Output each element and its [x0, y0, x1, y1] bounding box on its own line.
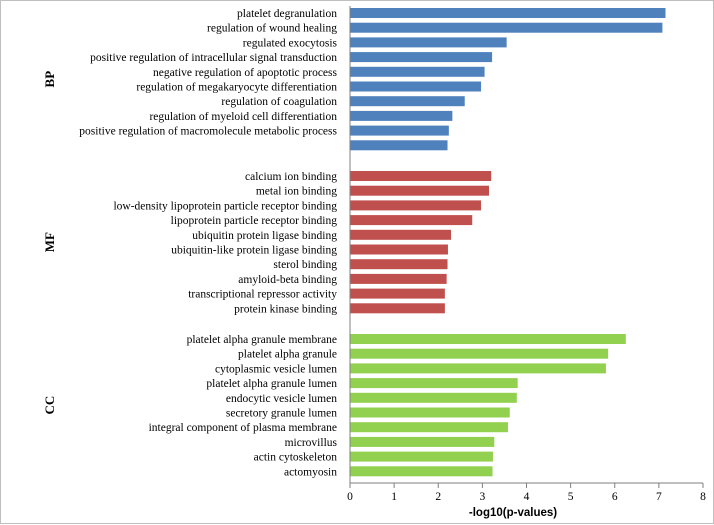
category-label-bp-0: platelet degranulation: [237, 8, 337, 20]
category-label-bp-3: positive regulation of intracellular sig…: [90, 52, 337, 64]
category-label-mf-4: ubiquitin protein ligase binding: [192, 230, 337, 242]
category-label-mf-2: low-density lipoprotein particle recepto…: [113, 200, 337, 212]
bar-mf-5: [350, 244, 448, 255]
bar-cc-4: [350, 392, 517, 403]
x-tick-label-6: 6: [612, 491, 618, 503]
category-label-bp-5: regulation of megakaryocyte differentiat…: [136, 82, 337, 94]
bar-mf-6: [350, 259, 448, 270]
bar-cc-2: [350, 363, 606, 374]
x-tick-label-8: 8: [700, 491, 706, 503]
bar-cc-8: [350, 451, 493, 462]
bar-mf-9: [350, 303, 445, 314]
category-label-mf-8: transcriptional repressor activity: [188, 289, 337, 301]
category-label-cc-4: endocytic vesicle lumen: [226, 393, 337, 405]
bar-mf-4: [350, 229, 452, 240]
bar-bp-8: [350, 125, 449, 136]
bar-cc-0: [350, 334, 626, 344]
bar-mf-8: [350, 288, 445, 299]
bar-mf-3: [350, 215, 473, 226]
bar-cc-3: [350, 378, 518, 389]
bar-bp-9: [350, 140, 448, 151]
x-tick-label-0: 0: [347, 491, 353, 503]
category-label-mf-0: calcium ion binding: [245, 171, 337, 183]
x-tick-label-3: 3: [480, 491, 486, 503]
category-label-bp-7: regulation of myeloid cell differentiati…: [149, 111, 337, 123]
category-label-cc-6: integral component of plasma membrane: [149, 422, 337, 434]
category-label-cc-9: actomyosin: [284, 466, 337, 478]
category-label-bp-8: positive regulation of macromolecule met…: [79, 126, 337, 138]
x-tick-label-2: 2: [435, 491, 441, 503]
bar-cc-6: [350, 422, 508, 433]
category-label-bp-4: negative regulation of apoptotic process: [153, 67, 337, 79]
group-labels-layer: BP MF CC: [42, 71, 57, 415]
group-label-bp: BP: [42, 71, 57, 88]
category-label-cc-1: platelet alpha granule: [238, 349, 337, 361]
category-label-mf-3: lipoprotein particle receptor binding: [171, 215, 338, 227]
x-tick-label-4: 4: [524, 491, 530, 503]
category-label-cc-8: actin cytoskeleton: [254, 452, 338, 464]
bar-mf-0: [350, 171, 492, 181]
bar-bp-1: [350, 22, 663, 33]
bar-bp-5: [350, 81, 482, 92]
category-label-cc-3: platelet alpha granule lumen: [206, 378, 337, 390]
group-label-mf: MF: [42, 232, 57, 252]
category-label-mf-9: protein kinase binding: [234, 303, 337, 315]
category-label-cc-7: microvillus: [285, 437, 338, 449]
category-label-mf-7: amyloid-beta binding: [238, 274, 337, 286]
bar-bp-2: [350, 37, 507, 48]
bar-bp-7: [350, 110, 453, 121]
x-tick-label-7: 7: [656, 491, 662, 503]
x-tick-label-5: 5: [568, 491, 574, 503]
bar-cc-1: [350, 348, 609, 359]
category-label-bp-6: regulation of coagulation: [221, 96, 337, 108]
category-label-bp-1: regulation of wound healing: [207, 23, 337, 35]
bar-mf-2: [350, 200, 482, 211]
category-label-bp-2: regulated exocytosis: [243, 37, 338, 49]
bar-cc-5: [350, 407, 510, 418]
bar-cc-7: [350, 436, 495, 447]
x-axis: 0 1 2 3 4 5 6 7 8: [347, 6, 706, 503]
bar-mf-1: [350, 185, 489, 196]
category-label-cc-2: cytoplasmic vesicle lumen: [215, 363, 337, 375]
category-label-mf-5: ubiquitin-like protein ligase binding: [171, 245, 337, 257]
bar-bp-3: [350, 52, 493, 63]
x-axis-title: -log10(p-values): [469, 507, 557, 519]
bar-bp-6: [350, 96, 465, 107]
bar-cc-9: [350, 466, 493, 477]
group-label-cc: CC: [42, 396, 57, 415]
category-labels-layer: platelet degranulation regulation of woun…: [79, 8, 337, 478]
category-label-cc-0: platelet alpha granule membrane: [187, 334, 337, 346]
category-label-cc-5: secretory granule lumen: [226, 408, 337, 420]
bars-layer: [350, 8, 666, 477]
x-tick-label-1: 1: [391, 491, 397, 503]
bar-mf-7: [350, 273, 447, 284]
bar-bp-4: [350, 66, 485, 77]
bar-bp-0: [350, 8, 666, 18]
category-label-mf-1: metal ion binding: [256, 186, 337, 198]
category-label-mf-6: sterol binding: [273, 259, 337, 271]
